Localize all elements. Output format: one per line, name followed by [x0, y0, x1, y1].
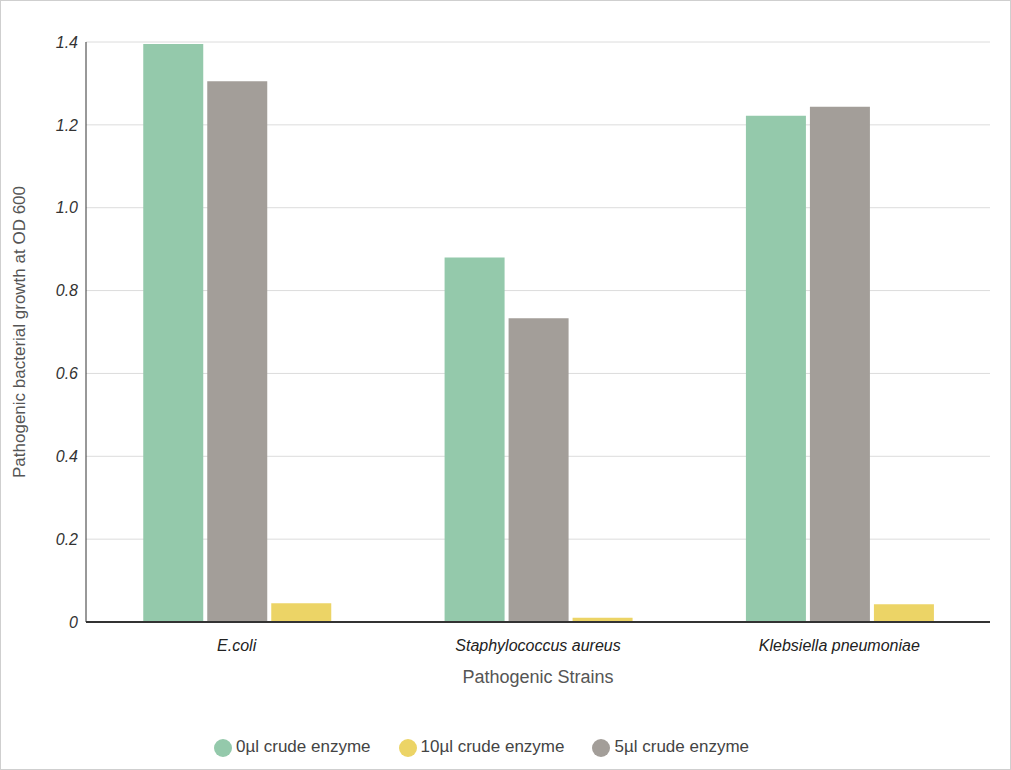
- svg-text:0.2: 0.2: [56, 531, 78, 548]
- svg-text:0.8: 0.8: [56, 282, 78, 299]
- svg-text:1.2: 1.2: [56, 117, 78, 134]
- html-text:0µl crude enzyme: 0µl crude enzyme: [236, 737, 371, 756]
- svg-text:0.4: 0.4: [56, 448, 78, 465]
- svg-text:0.6: 0.6: [56, 365, 78, 382]
- svg-text:Pathogenic bacterial growth at: Pathogenic bacterial growth at OD 600: [10, 186, 29, 478]
- svg-text:Klebsiella pneumoniae: Klebsiella pneumoniae: [759, 637, 920, 654]
- svg-text:1.0: 1.0: [56, 199, 78, 216]
- svg-text:1.4: 1.4: [56, 34, 78, 51]
- svg-text:Staphylococcus aureus: Staphylococcus aureus: [455, 637, 620, 654]
- svg-text:Pathogenic Strains: Pathogenic Strains: [462, 667, 613, 687]
- html-text:10µl crude enzyme: 10µl crude enzyme: [420, 737, 565, 756]
- svg-text:E.coli: E.coli: [217, 637, 257, 654]
- html-text:5µl crude enzyme: 5µl crude enzyme: [614, 737, 749, 756]
- svg-text:0: 0: [69, 614, 78, 631]
